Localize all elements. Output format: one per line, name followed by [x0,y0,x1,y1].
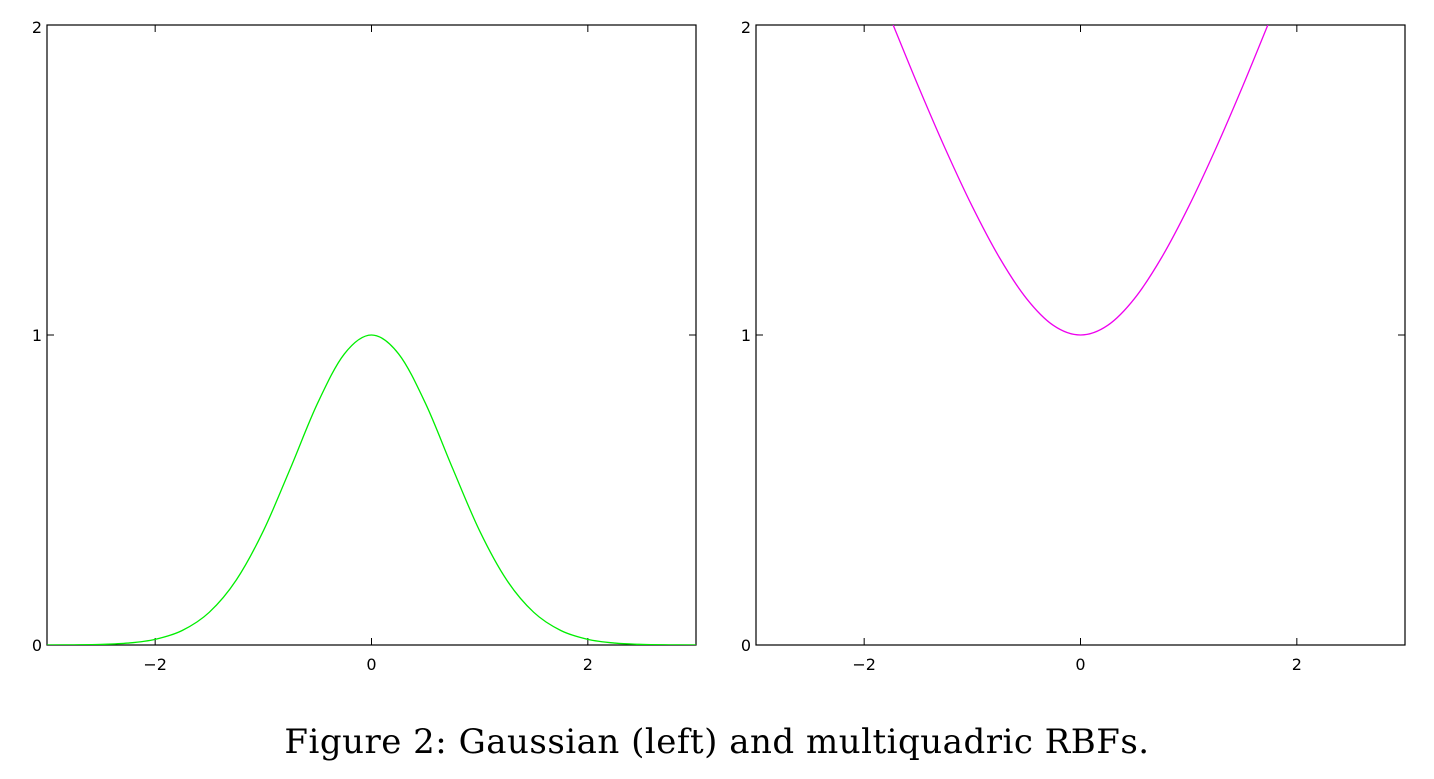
multiquadric-y-tick-label: 0 [741,636,751,655]
gaussian-x-tick-label: 0 [366,655,376,674]
gaussian-x-tick-label: 2 [583,655,593,674]
gaussian-x-tick-label: −2 [143,655,167,674]
gaussian-curve [47,334,696,645]
multiquadric-plot-panel: −2 0 2 0 1 2 [741,18,1406,674]
figure-caption: Figure 2: Gaussian (left) and multiquadr… [284,722,1150,762]
multiquadric-y-tick-label: 1 [741,326,751,345]
multiquadric-x-tick-label: −2 [852,655,876,674]
gaussian-y-tick-label: 1 [32,326,42,345]
gaussian-y-tick-label: 2 [32,18,42,37]
multiquadric-y-tick-label: 2 [741,18,751,37]
multiquadric-x-tick-label: 2 [1292,655,1302,674]
gaussian-y-tick-label: 0 [32,636,42,655]
multiquadric-x-tick-label: 0 [1075,655,1085,674]
multiquadric-curve [892,25,1269,336]
gaussian-plot-panel: −2 0 2 0 1 2 [32,18,697,674]
